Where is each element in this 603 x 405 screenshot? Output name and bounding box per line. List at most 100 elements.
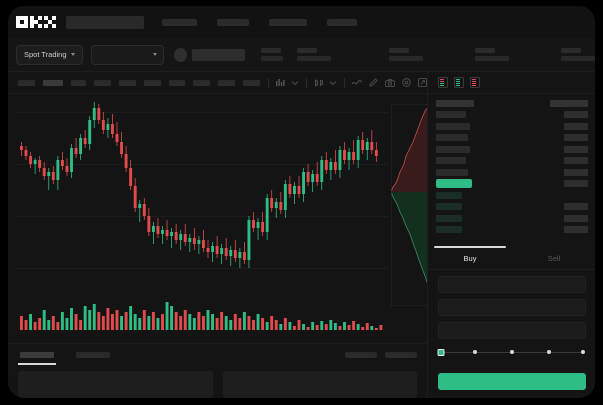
stat-label bbox=[475, 48, 495, 53]
orderbook-price bbox=[436, 111, 466, 118]
top-navigation-bar bbox=[8, 6, 595, 38]
stat-value bbox=[261, 56, 283, 61]
orderbook-bid-row[interactable] bbox=[436, 202, 588, 212]
orderbook-header-row[interactable] bbox=[436, 98, 588, 108]
orderbook-bid-row[interactable] bbox=[436, 190, 588, 200]
chevron-down-icon[interactable] bbox=[292, 80, 299, 85]
nav-link-earn[interactable] bbox=[269, 18, 307, 26]
stat-value bbox=[475, 56, 509, 61]
tab-sell[interactable]: Sell bbox=[547, 254, 561, 263]
chart-gridline bbox=[16, 112, 388, 113]
ticker-stat-volume-base bbox=[475, 48, 509, 61]
orders-block-right[interactable] bbox=[222, 371, 417, 398]
chart-gridline bbox=[16, 268, 388, 269]
orderbook-amount bbox=[564, 203, 588, 210]
orderbook-ask-row[interactable] bbox=[436, 156, 588, 166]
orderbook-ask-row[interactable] bbox=[436, 110, 588, 120]
nav-link-trade[interactable] bbox=[217, 18, 249, 26]
ticker-stat-change bbox=[261, 48, 283, 61]
toolbar-divider bbox=[306, 77, 308, 88]
slider-handle[interactable] bbox=[437, 348, 445, 356]
orderbook-ask-row[interactable] bbox=[436, 144, 588, 154]
orderbook-mode-switcher bbox=[428, 72, 595, 94]
interval-button-8[interactable] bbox=[193, 79, 211, 86]
orderbook-both-icon[interactable] bbox=[438, 77, 448, 88]
order-entry-form bbox=[428, 270, 595, 398]
orderbook-bid-row[interactable] bbox=[436, 225, 588, 235]
orders-toolbar bbox=[345, 351, 417, 358]
settings-icon[interactable] bbox=[402, 78, 411, 87]
market-depth-overlay bbox=[391, 104, 427, 306]
tab-buy[interactable]: Buy bbox=[428, 246, 512, 269]
trading-pair-select[interactable] bbox=[90, 44, 165, 65]
pencil-icon[interactable] bbox=[369, 78, 378, 87]
search-input[interactable] bbox=[66, 15, 144, 29]
app-window: Spot Trading bbox=[8, 6, 595, 398]
toolbar-divider bbox=[268, 77, 270, 88]
orderbook-amount bbox=[564, 122, 588, 130]
orderbook-price bbox=[436, 179, 472, 188]
interval-button-3[interactable] bbox=[70, 79, 86, 86]
orderbook-amount bbox=[564, 168, 588, 176]
stat-label bbox=[561, 48, 581, 53]
orderbook-price bbox=[436, 122, 470, 130]
interval-button-9[interactable] bbox=[218, 79, 235, 86]
orders-block-left[interactable] bbox=[18, 371, 213, 398]
interval-button-4[interactable] bbox=[93, 79, 112, 86]
orderbook-trade-panel: Buy Sell bbox=[427, 72, 595, 398]
total-field[interactable] bbox=[438, 322, 586, 339]
fullscreen-icon[interactable] bbox=[418, 78, 427, 87]
chevron-down-icon[interactable] bbox=[330, 80, 337, 85]
amount-field[interactable] bbox=[438, 299, 586, 316]
orderbook-price bbox=[436, 157, 466, 164]
orders-tab-strip bbox=[8, 343, 427, 365]
amount-slider[interactable] bbox=[437, 345, 586, 359]
spot-trading-dropdown[interactable]: Spot Trading bbox=[16, 44, 83, 65]
line-tool-icon[interactable] bbox=[352, 79, 363, 86]
chart-type-icon[interactable] bbox=[314, 79, 323, 87]
tab-order-history[interactable] bbox=[76, 351, 110, 358]
candlestick-chart-panel[interactable] bbox=[8, 94, 427, 343]
orderbook-ask-row[interactable] bbox=[436, 167, 588, 177]
orderbook-amount bbox=[564, 226, 588, 233]
pair-coin-avatar bbox=[174, 47, 188, 62]
okx-logo-icon[interactable] bbox=[16, 16, 56, 28]
chevron-down-icon bbox=[70, 53, 75, 56]
order-book[interactable] bbox=[428, 94, 595, 246]
price-field[interactable] bbox=[438, 276, 586, 293]
slider-stop-100[interactable] bbox=[581, 350, 585, 354]
orderbook-bid-row[interactable] bbox=[436, 213, 588, 223]
stat-label bbox=[261, 48, 281, 53]
interval-button-5[interactable] bbox=[119, 79, 136, 86]
orderbook-price bbox=[436, 203, 462, 210]
ticker-stat-high bbox=[297, 48, 331, 61]
stat-label bbox=[297, 48, 317, 53]
orderbook-spread-row[interactable] bbox=[436, 179, 588, 189]
orderbook-price bbox=[436, 191, 462, 199]
place-buy-order-button[interactable] bbox=[438, 373, 586, 390]
orderbook-amount bbox=[564, 111, 588, 118]
interval-button-2[interactable] bbox=[43, 79, 63, 86]
orderbook-price bbox=[436, 214, 462, 222]
slider-stop-50[interactable] bbox=[510, 350, 514, 354]
orderbook-ask-row[interactable] bbox=[436, 133, 588, 143]
orderbook-bids-icon[interactable] bbox=[454, 77, 464, 88]
interval-button-1[interactable] bbox=[18, 79, 36, 86]
slider-stop-75[interactable] bbox=[547, 350, 551, 354]
interval-button-6[interactable] bbox=[143, 79, 161, 86]
orderbook-ask-row[interactable] bbox=[436, 121, 588, 131]
orders-action-1[interactable] bbox=[345, 351, 377, 358]
interval-button-10[interactable] bbox=[242, 79, 261, 86]
tab-open-orders[interactable] bbox=[18, 351, 56, 365]
camera-icon[interactable] bbox=[385, 78, 395, 87]
indicators-icon[interactable] bbox=[276, 79, 285, 86]
orders-action-2[interactable] bbox=[385, 351, 417, 358]
stat-value bbox=[561, 56, 595, 61]
buy-sell-tabs: Buy Sell bbox=[428, 246, 595, 270]
interval-button-7[interactable] bbox=[168, 79, 186, 86]
nav-link-more[interactable] bbox=[327, 18, 357, 26]
slider-stop-25[interactable] bbox=[473, 350, 477, 354]
nav-link-markets[interactable] bbox=[162, 18, 197, 26]
orderbook-asks-icon[interactable] bbox=[470, 77, 480, 88]
